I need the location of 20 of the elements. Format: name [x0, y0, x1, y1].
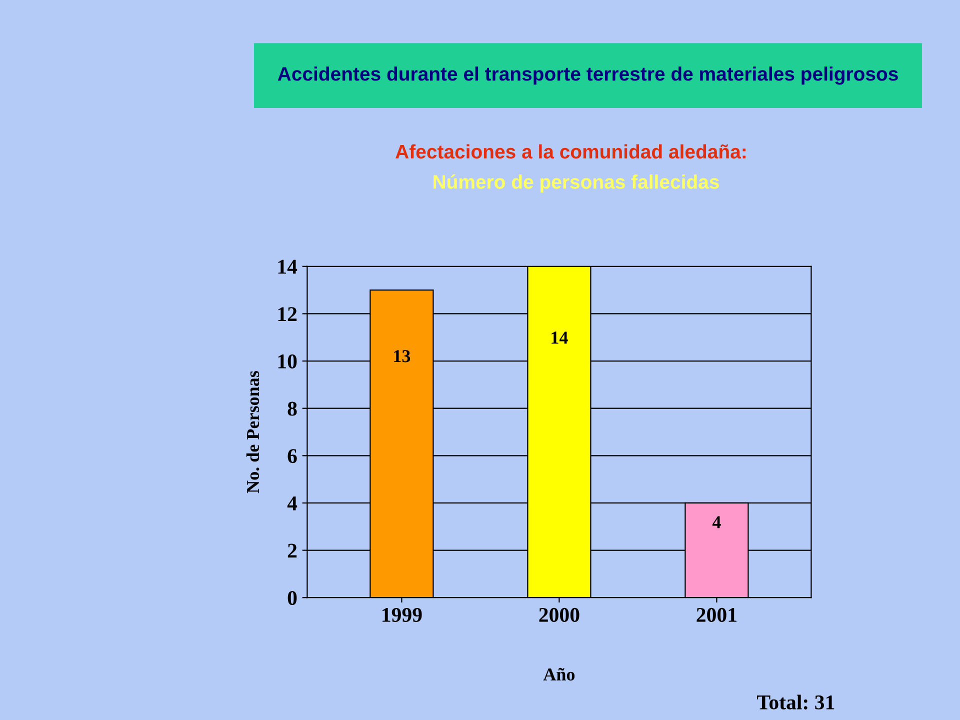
y-tick-label: 10	[278, 354, 297, 368]
text: Total: 31	[756, 694, 834, 710]
data-label: 4	[712, 516, 721, 528]
y-tick-label: 8	[288, 402, 297, 416]
y-axis-title: No. de Personas	[246, 371, 260, 494]
x-tick-label: 2000	[539, 608, 580, 622]
y-tick-label: 6	[288, 449, 297, 464]
x-tick-label: 2001	[696, 608, 736, 622]
data-label: 14	[552, 332, 568, 344]
y-tick-label: 2	[288, 544, 297, 558]
y-tick-label: 12	[278, 307, 297, 321]
x-tick-label: 1999	[382, 608, 422, 622]
x-axis-title: Año	[543, 668, 575, 681]
y-tick-label: 4	[287, 496, 298, 510]
data-label: 13	[394, 350, 410, 362]
chart-title: Accidentes durante el transporte terrestre de materiales peligrosos	[278, 66, 898, 85]
chart-subtitle: Afectaciones a la comunidad aledaña:	[396, 144, 746, 159]
y-tick-label: 0	[288, 590, 297, 606]
text: Número de personas fallecidas	[434, 174, 719, 193]
y-tick-label: 14	[278, 260, 298, 274]
